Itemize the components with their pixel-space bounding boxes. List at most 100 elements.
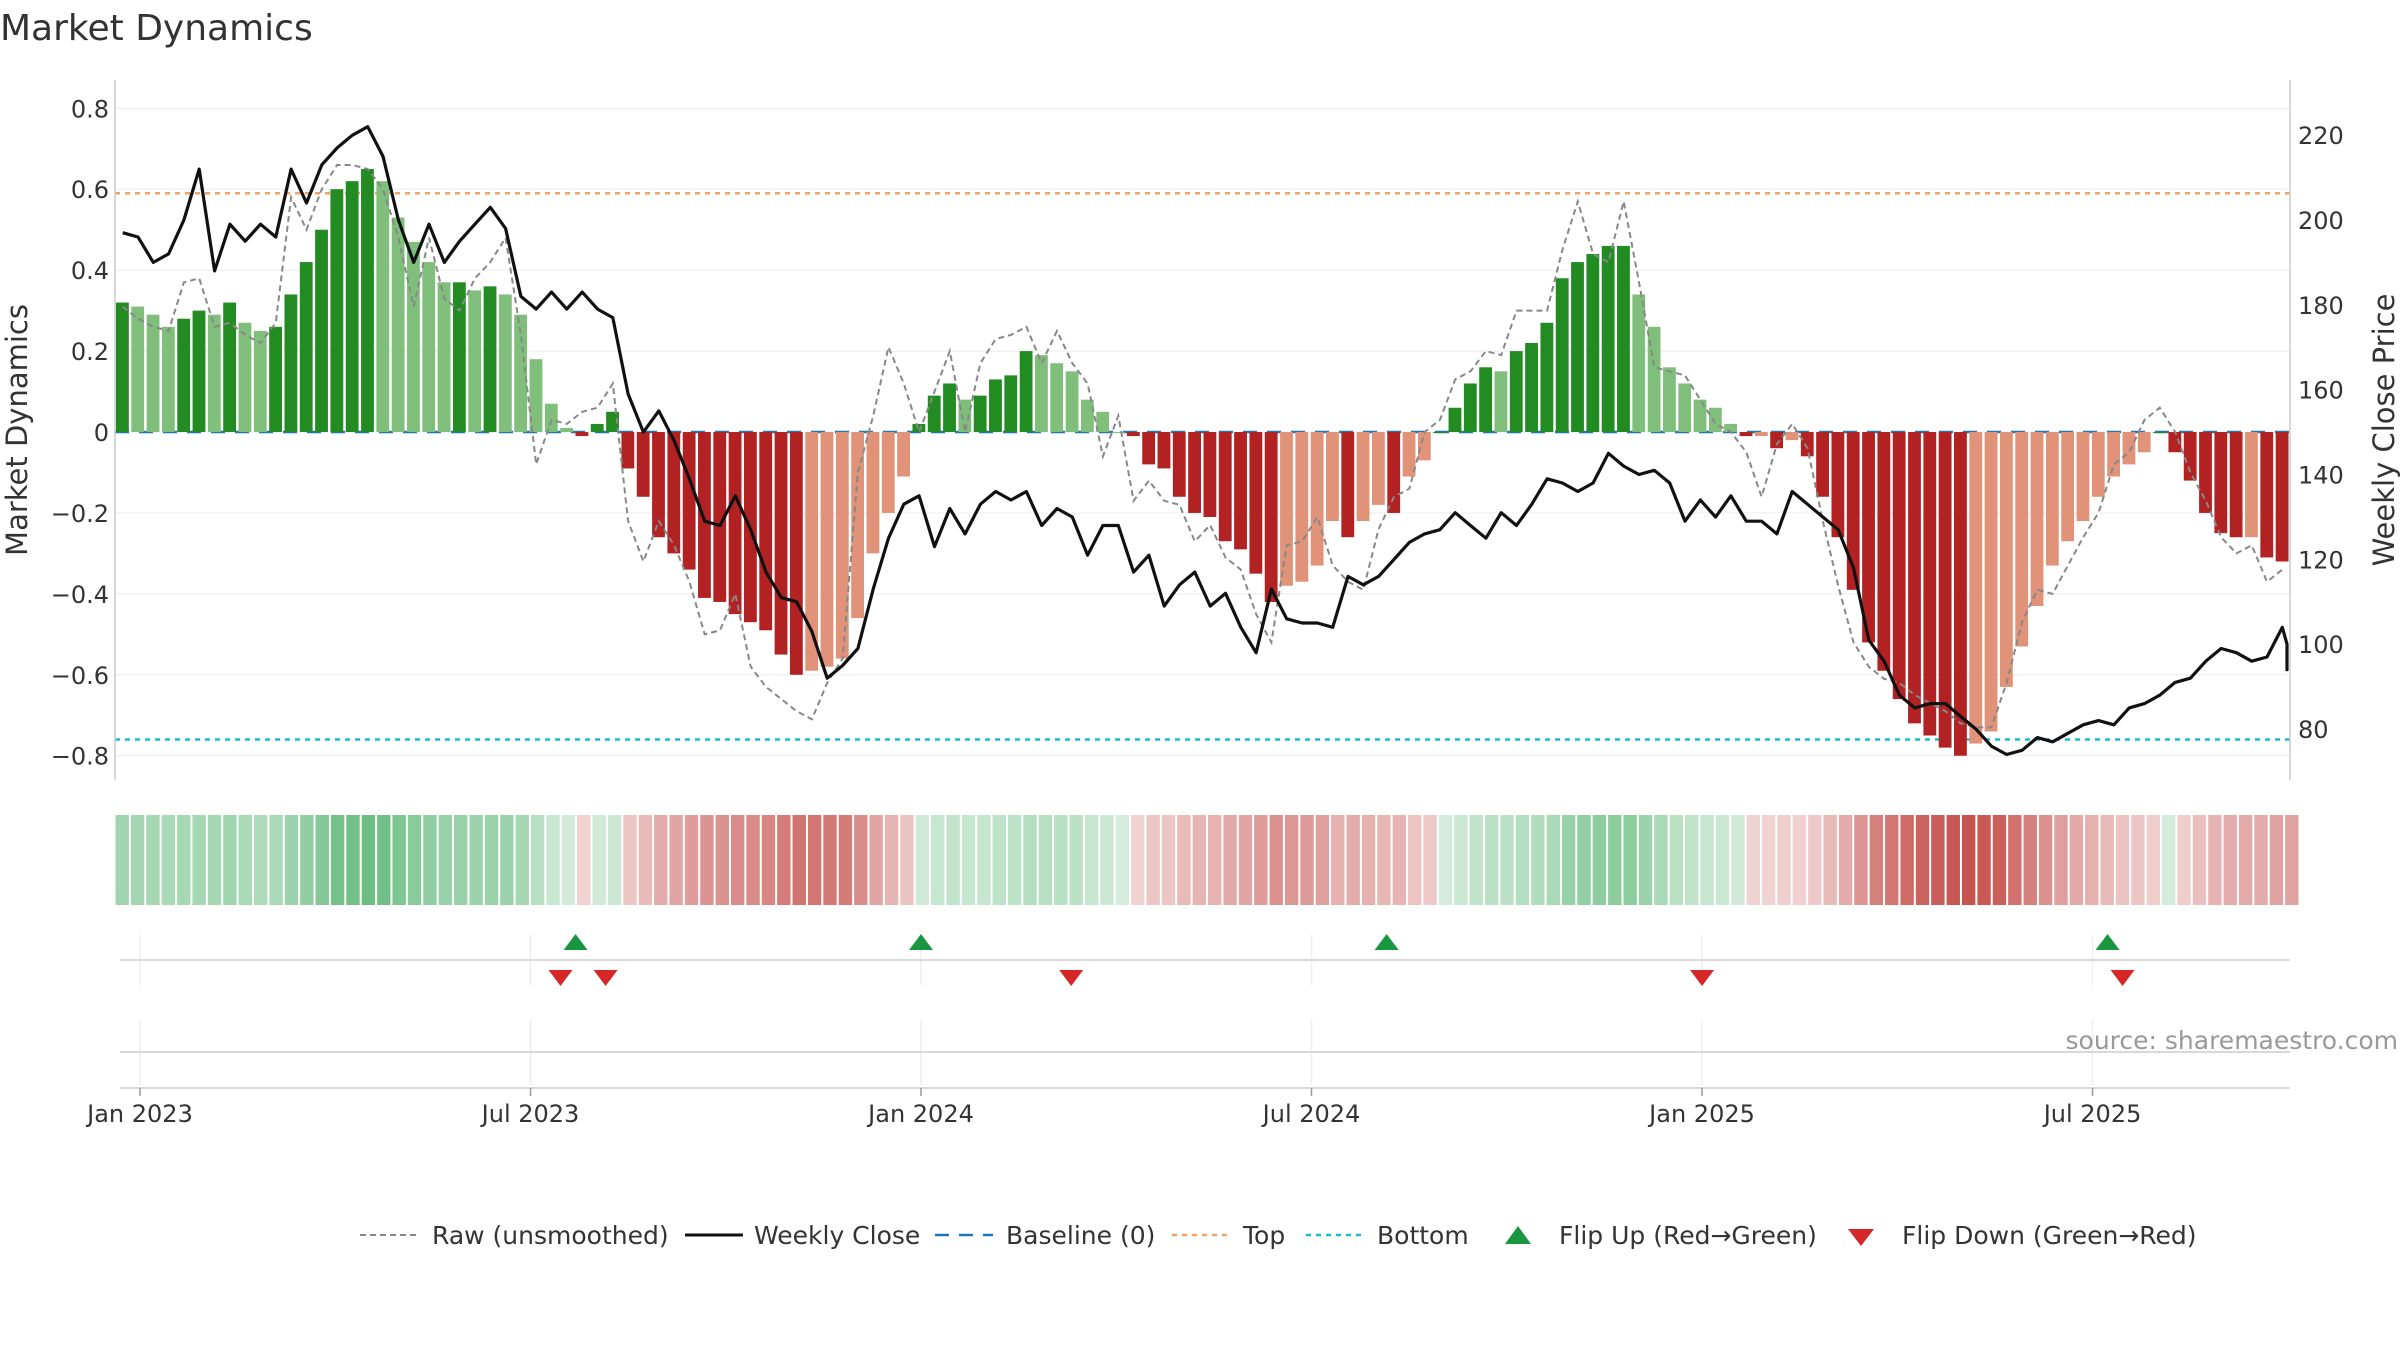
y-axis-right-label: Weekly Close Price [2367,294,2400,567]
heat-cell-88 [1454,815,1468,905]
heat-cell-92 [1515,815,1530,905]
bar-week-121 [1954,432,1967,756]
heat-cell-24 [469,815,483,905]
bar-week-86 [1417,432,1431,461]
heat-cell-59 [1007,815,1022,905]
bar-week-106 [1724,423,1738,433]
bar-week-63 [1065,371,1079,433]
y-tick-right-2: 180 [2298,292,2344,320]
bar-week-27 [514,314,528,433]
heat-cell-118 [1915,815,1930,905]
heat-cell-18 [377,815,391,905]
bar-week-115 [1862,432,1875,643]
heat-cell-19 [392,815,406,905]
bar-week-70 [1172,432,1186,497]
heat-cell-54 [931,815,945,905]
heat-cell-28 [530,815,545,905]
heat-cell-53 [915,815,930,905]
heat-cell-63 [1069,815,1083,905]
bar-week-41 [728,432,742,615]
heat-cell-38 [684,815,699,905]
heat-cell-50 [869,815,883,905]
bar-week-103 [1678,383,1692,433]
bar-week-129 [2076,432,2090,522]
flip-up-marker-3 [2095,934,2120,950]
bar-week-116 [1877,432,1891,671]
bar-week-46 [805,432,819,671]
heat-cell-83 [1377,815,1391,905]
bar-week-74 [1234,432,1247,550]
weekly-close-line [122,125,2289,757]
bar-week-125 [2015,432,2029,647]
y-axis-right-ticks: 220 200 180 160 140 120 100 80 [2298,122,2344,744]
heat-cell-109 [1777,815,1791,905]
bar-week-14 [315,229,328,433]
bar-week-51 [881,432,895,513]
heat-cell-51 [884,815,899,905]
heat-cell-9 [238,815,252,905]
y-tick-left-6: −0.4 [51,581,109,609]
bar-week-82 [1356,432,1370,522]
bar-week-60 [1019,351,1033,433]
heat-cell-55 [946,815,960,905]
heat-cell-70 [1177,815,1191,905]
heat-cell-124 [2008,815,2022,905]
source-label: source: sharemaestro.com [2066,1026,2399,1055]
bar-week-29 [544,403,558,433]
bar-week-135 [2168,432,2182,453]
heat-cell-98 [1608,815,1622,905]
y-tick-right-4: 140 [2298,462,2344,490]
y-axis-left-label: Market Dynamics [0,304,34,556]
heat-cell-11 [269,815,283,905]
flip-down-marker-4 [2110,970,2135,986]
bar-week-89 [1463,383,1477,433]
heat-cell-89 [1469,815,1483,905]
bar-week-118 [1908,432,1921,724]
heat-cell-90 [1484,815,1499,905]
heat-cell-131 [2115,815,2130,905]
bar-week-132 [2122,432,2136,465]
bar-week-99 [1617,245,1630,433]
heat-cell-5 [177,815,191,905]
x-tick-label-4: Jan 2025 [1647,1100,1755,1128]
flip-down-marker-3 [1690,970,1715,986]
heat-cell-41 [730,815,745,905]
bar-week-90 [1479,367,1493,433]
heat-cell-34 [623,815,637,905]
heat-cell-121 [1961,815,1976,905]
heat-cell-10 [253,815,268,905]
x-axis-ticks: Jan 2023 Jul 2023 Jan 2024 Jul 2024 Jan 2025… [85,1088,2141,1128]
bar-week-79 [1310,432,1324,566]
heat-cell-133 [2146,815,2161,905]
bar-week-26 [498,294,512,433]
heat-cell-30 [561,815,576,905]
bar-week-94 [1540,322,1554,433]
heat-cell-67 [1131,815,1145,905]
bar-week-117 [1892,432,1906,700]
bar-week-98 [1601,245,1615,433]
heat-cell-1 [115,815,129,905]
bar-week-137 [2199,432,2212,513]
heat-cell-2 [130,815,145,905]
y-tick-right-7: 80 [2298,716,2329,744]
bar-week-81 [1341,432,1355,538]
legend-label-2: Baseline (0) [1006,1221,1155,1250]
heat-cell-72 [1208,815,1222,905]
bar-week-20 [407,241,420,433]
heat-cell-52 [900,815,914,905]
heat-cell-81 [1346,815,1360,905]
heat-cell-102 [1669,815,1684,905]
y-tick-left-3: 0.2 [71,338,109,366]
bar-week-107 [1739,432,1753,437]
y-tick-right-3: 160 [2298,377,2344,405]
heat-cell-73 [1223,815,1237,905]
bar-week-111 [1800,432,1814,457]
heat-cell-101 [1654,815,1668,905]
heat-cell-46 [807,815,822,905]
heat-cell-84 [1392,815,1407,905]
bar-week-123 [1984,432,1998,732]
bar-week-88 [1448,407,1462,433]
legend-label-3: Top [1242,1221,1285,1250]
bar-week-61 [1035,355,1048,433]
bar-week-108 [1754,432,1768,437]
